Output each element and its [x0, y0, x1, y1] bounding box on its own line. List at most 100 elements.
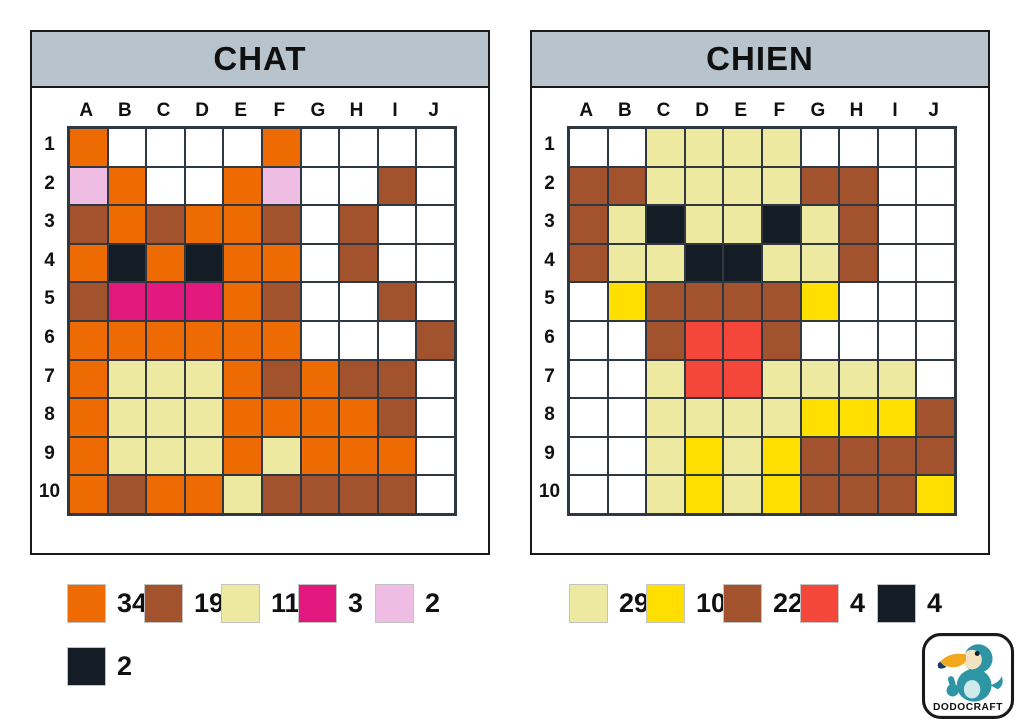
cell-F4-orange [261, 243, 301, 283]
cell-C1-cream [646, 128, 685, 167]
cell-G4-white [300, 243, 340, 283]
legend-item-brown: 22 [723, 584, 804, 623]
cell-E4-black [723, 243, 762, 283]
chien-panel: CHIEN A B C D E F G H I J 1 2 3 4 5 6 7 8 9 10 [530, 30, 990, 555]
cell-B10-brown [107, 475, 147, 514]
cell-I5-brown [377, 282, 417, 321]
cell-F9-yellow [761, 436, 801, 476]
cell-H8-yellow [839, 398, 878, 437]
cell-E2-cream [723, 166, 762, 206]
row-label-3: 3 [44, 211, 55, 233]
col-label-I: I [392, 100, 398, 121]
cell-C1-white [146, 128, 185, 167]
cell-H4-brown [839, 243, 878, 283]
col-label-I: I [892, 100, 898, 121]
legend-swatch-magenta [298, 584, 337, 623]
cell-H4-brown [339, 243, 378, 283]
cell-J2-white [916, 166, 955, 206]
cell-B9-cream [107, 436, 147, 476]
cell-J7-white [416, 359, 455, 399]
cell-G3-cream [800, 205, 840, 244]
cell-D5-brown [684, 282, 724, 321]
col-label-A: A [79, 100, 94, 121]
cell-F4-cream [761, 243, 801, 283]
dodo-bird-icon: DODOCRAFT [921, 633, 1015, 719]
cell-E5-brown [723, 282, 762, 321]
row-labels: 1 2 3 4 5 6 7 8 9 10 [532, 126, 567, 516]
cell-F3-black [761, 205, 801, 244]
col-label-D: D [195, 100, 209, 121]
cell-E4-orange [223, 243, 262, 283]
cell-F10-yellow [761, 475, 801, 514]
cell-B2-orange [107, 166, 147, 206]
cell-E3-orange [223, 205, 262, 244]
row-label-8: 8 [44, 404, 55, 426]
cell-C4-cream [646, 243, 685, 283]
cell-A9-white [569, 436, 608, 476]
col-label-H: H [849, 100, 864, 121]
row-label-9: 9 [44, 442, 55, 464]
cell-B2-brown [607, 166, 647, 206]
cell-I3-white [877, 205, 917, 244]
cell-I1-white [377, 128, 417, 167]
cell-H9-brown [839, 436, 878, 476]
cell-D1-white [184, 128, 224, 167]
cell-J8-white [416, 398, 455, 437]
cell-E1-cream [723, 128, 762, 167]
cell-B8-white [607, 398, 647, 437]
cell-I1-white [877, 128, 917, 167]
cell-E5-orange [223, 282, 262, 321]
cell-J3-white [916, 205, 955, 244]
cell-H5-white [339, 282, 378, 321]
row-label-9: 9 [544, 442, 555, 464]
cell-H6-white [839, 320, 878, 360]
cell-F7-brown [261, 359, 301, 399]
cell-G8-orange [300, 398, 340, 437]
col-label-C: C [656, 100, 671, 121]
legend-chien: 29 10 22 4 4 [569, 584, 1009, 647]
legend-count: 22 [773, 588, 804, 618]
cell-C2-white [146, 166, 185, 206]
cell-F5-brown [261, 282, 301, 321]
legend-count: 19 [194, 588, 225, 618]
cell-D2-cream [684, 166, 724, 206]
legend-item-red: 4 [800, 584, 877, 623]
column-labels: A B C D E F G H I J [67, 96, 488, 126]
cell-B4-cream [607, 243, 647, 283]
cell-G2-brown [800, 166, 840, 206]
row-label-10: 10 [538, 481, 561, 503]
col-label-A: A [579, 100, 594, 121]
cell-D7-cream [184, 359, 224, 399]
legend-item-magenta: 3 [298, 584, 375, 623]
row-label-7: 7 [44, 365, 55, 387]
cell-G1-white [300, 128, 340, 167]
cell-H9-orange [339, 436, 378, 476]
legend-count: 34 [117, 588, 148, 618]
legend-swatch-cream [569, 584, 608, 623]
cell-B9-white [607, 436, 647, 476]
column-labels: A B C D E F G H I J [567, 96, 988, 126]
cell-J3-white [416, 205, 455, 244]
cell-D9-cream [184, 436, 224, 476]
cell-G10-brown [800, 475, 840, 514]
cell-J4-white [416, 243, 455, 283]
col-label-F: F [273, 100, 286, 121]
cell-H2-white [339, 166, 378, 206]
cell-A4-orange [69, 243, 108, 283]
row-label-5: 5 [544, 288, 555, 310]
cell-A9-orange [69, 436, 108, 476]
cell-C8-cream [646, 398, 685, 437]
legend-count: 11 [271, 588, 300, 618]
cell-A2-light-pink [69, 166, 108, 206]
cell-I3-white [377, 205, 417, 244]
cell-F6-orange [261, 320, 301, 360]
cell-B3-cream [607, 205, 647, 244]
col-label-H: H [349, 100, 364, 121]
row-label-4: 4 [544, 249, 555, 271]
cell-I6-white [377, 320, 417, 360]
cell-B10-white [607, 475, 647, 514]
cell-F2-cream [761, 166, 801, 206]
legend-swatch-orange [67, 584, 106, 623]
row-labels: 1 2 3 4 5 6 7 8 9 10 [32, 126, 67, 516]
legend-count: 10 [696, 588, 727, 618]
